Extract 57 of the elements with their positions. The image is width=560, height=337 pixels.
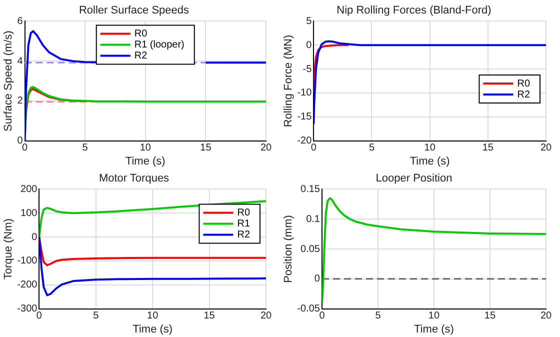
x-tick-label: 15 — [200, 142, 212, 154]
y-tick-label: 0.15 — [300, 184, 320, 195]
y-tick-label: 0 — [314, 274, 320, 285]
x-tick-label: 20 — [540, 310, 552, 322]
y-axis-title: Position (mm) — [282, 215, 295, 283]
x-tick-label: 10 — [147, 310, 159, 322]
chart-title: Nip Rolling Forces (Bland-Ford) — [336, 4, 492, 17]
y-axis-title: Torque (Nm) — [2, 218, 15, 280]
y-tick-label: -10 — [297, 88, 312, 99]
chart-title: Looper Position — [376, 172, 452, 185]
legend-label: R0 — [134, 28, 148, 40]
x-tick-label: 15 — [482, 142, 494, 154]
y-tick-label: 100 — [20, 208, 38, 219]
x-tick-label: 15 — [204, 310, 216, 322]
legend-label: R1 — [237, 218, 250, 230]
chart-title: Motor Torques — [98, 172, 170, 185]
x-tick-label: 10 — [424, 142, 436, 154]
y-tick-label: 2 — [17, 96, 24, 107]
x-tick-label: 20 — [260, 142, 272, 154]
legend-label: R1 (looper) — [134, 39, 184, 50]
x-tick-label: 5 — [368, 142, 375, 154]
y-tick-label: -100 — [17, 256, 38, 267]
x-tick-label: 15 — [484, 310, 496, 322]
y-tick-label: 0 — [17, 136, 24, 147]
legend-label: R2 — [134, 50, 148, 62]
x-tick-label: 5 — [375, 310, 382, 322]
y-tick-label: 5 — [306, 16, 312, 27]
legend-label: R0 — [237, 207, 250, 218]
x-tick-label: 5 — [93, 310, 100, 322]
x-axis-title: Time (s) — [132, 323, 173, 336]
x-tick-label: 20 — [540, 142, 552, 154]
y-tick-label: -5 — [302, 64, 312, 75]
y-tick-label: 0 — [306, 40, 312, 51]
x-tick-label: 10 — [140, 142, 152, 154]
y-tick-label: -20 — [297, 136, 312, 147]
y-tick-label: -300 — [17, 304, 38, 315]
y-tick-label: 4 — [17, 56, 24, 67]
x-axis-title: Time (s) — [410, 155, 450, 168]
x-tick-label: 10 — [428, 310, 440, 322]
x-tick-label: 20 — [260, 310, 272, 322]
legend-label: R2 — [237, 229, 250, 240]
x-axis-title: Time (s) — [125, 155, 166, 168]
x-tick-label: 5 — [82, 142, 88, 154]
y-tick-label: -200 — [17, 280, 38, 291]
y-axis-title: Rolling Force (MN) — [282, 34, 295, 128]
y-tick-label: 0.1 — [306, 214, 320, 225]
y-tick-label: 200 — [20, 184, 38, 195]
chart-title: Roller Surface Speeds — [78, 4, 190, 17]
y-tick-label: 6 — [17, 16, 24, 27]
y-tick-label: -15 — [297, 112, 312, 123]
x-axis-title: Time (s) — [414, 323, 454, 336]
y-tick-label: -0.05 — [297, 304, 320, 315]
legend-label: R2 — [517, 89, 530, 100]
y-axis-title: Surface Speed (m/s) — [2, 30, 15, 132]
y-tick-label: 0.05 — [300, 244, 320, 255]
legend-label: R0 — [517, 78, 530, 90]
y-tick-label: 0 — [32, 232, 38, 243]
